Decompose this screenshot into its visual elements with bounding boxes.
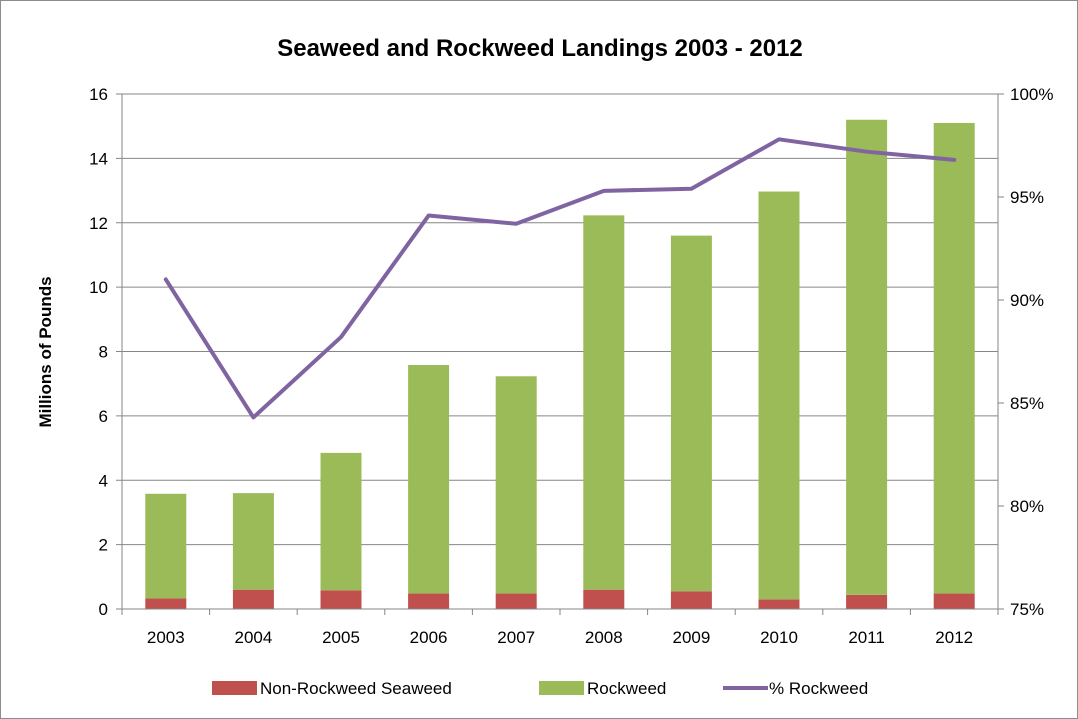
- bar-non-rockweed-seaweed-2006: [408, 593, 450, 609]
- x-tick-label: 2010: [760, 628, 798, 647]
- y2-tick-label: 90%: [1010, 291, 1044, 310]
- bar-non-rockweed-seaweed-2008: [583, 589, 625, 609]
- x-tick-label: 2005: [322, 628, 360, 647]
- y2-tick-label: 80%: [1010, 497, 1044, 516]
- y2-tick-label: 85%: [1010, 394, 1044, 413]
- legend-swatch-rockweed: [539, 681, 584, 695]
- bar-rockweed-2008: [583, 215, 625, 590]
- legend-label-rockweed: Rockweed: [587, 679, 666, 698]
- bar-non-rockweed-seaweed-2003: [145, 598, 187, 609]
- bar-non-rockweed-seaweed-2009: [670, 591, 712, 609]
- legend: Non-Rockweed Seaweed Rockweed % Rockweed: [212, 679, 868, 698]
- x-tick-label: 2008: [585, 628, 623, 647]
- x-tick-label: 2006: [410, 628, 448, 647]
- line-percent-rockweed: [163, 137, 957, 420]
- y-tick-label: 4: [99, 471, 108, 490]
- x-tick-label: 2007: [497, 628, 535, 647]
- legend-label-rockweed: % Rockweed: [769, 679, 868, 698]
- y2-tick-label: 75%: [1010, 600, 1044, 619]
- bar-rockweed-2009: [670, 235, 712, 592]
- bar-non-rockweed-seaweed-2012: [933, 593, 975, 609]
- bar-rockweed-2003: [145, 493, 187, 599]
- y-tick-label: 2: [99, 536, 108, 555]
- y-tick-label: 6: [99, 407, 108, 426]
- x-tick-label: 2004: [234, 628, 272, 647]
- bar-non-rockweed-seaweed-2004: [232, 589, 274, 609]
- bar-rockweed-2007: [495, 376, 537, 594]
- y-tick-label: 14: [89, 149, 108, 168]
- y-tick-label: 8: [99, 343, 108, 362]
- y-tick-label: 10: [89, 278, 108, 297]
- chart-title: Seaweed and Rockweed Landings 2003 - 201…: [277, 35, 803, 62]
- x-tick-label: 2003: [147, 628, 185, 647]
- bar-rockweed-2012: [933, 122, 975, 594]
- bar-rockweed-2006: [408, 365, 450, 594]
- axes: 0 2 4 6 8 10 12 14 16 75% 80% 85% 90% 95% 100% 2003 2004…: [89, 85, 1053, 647]
- bar-non-rockweed-seaweed-2011: [846, 594, 888, 609]
- y-tick-label: 16: [89, 85, 108, 104]
- y-tick-label: 0: [99, 600, 108, 619]
- line-series: [163, 137, 957, 420]
- bar-rockweed-2011: [846, 119, 888, 595]
- x-tick-label: 2012: [935, 628, 973, 647]
- bar-non-rockweed-seaweed-2007: [495, 593, 537, 609]
- y-axis-label: Millions of Pounds: [36, 276, 55, 427]
- bar-rockweed-2005: [320, 452, 362, 591]
- legend-label-non-rockweed-seaweed: Non-Rockweed Seaweed: [260, 679, 452, 698]
- bar-non-rockweed-seaweed-2005: [320, 590, 362, 609]
- bar-rockweed-2010: [758, 191, 800, 600]
- bars: [145, 119, 975, 609]
- legend-swatch-non-rockweed-seaweed: [212, 681, 257, 695]
- x-tick-label: 2011: [848, 628, 885, 647]
- bar-non-rockweed-seaweed-2010: [758, 599, 800, 609]
- x-tick-label: 2009: [672, 628, 710, 647]
- y2-tick-label: 95%: [1010, 188, 1044, 207]
- bar-rockweed-2004: [232, 493, 274, 590]
- y2-tick-label: 100%: [1010, 85, 1053, 104]
- y-tick-label: 12: [89, 214, 108, 233]
